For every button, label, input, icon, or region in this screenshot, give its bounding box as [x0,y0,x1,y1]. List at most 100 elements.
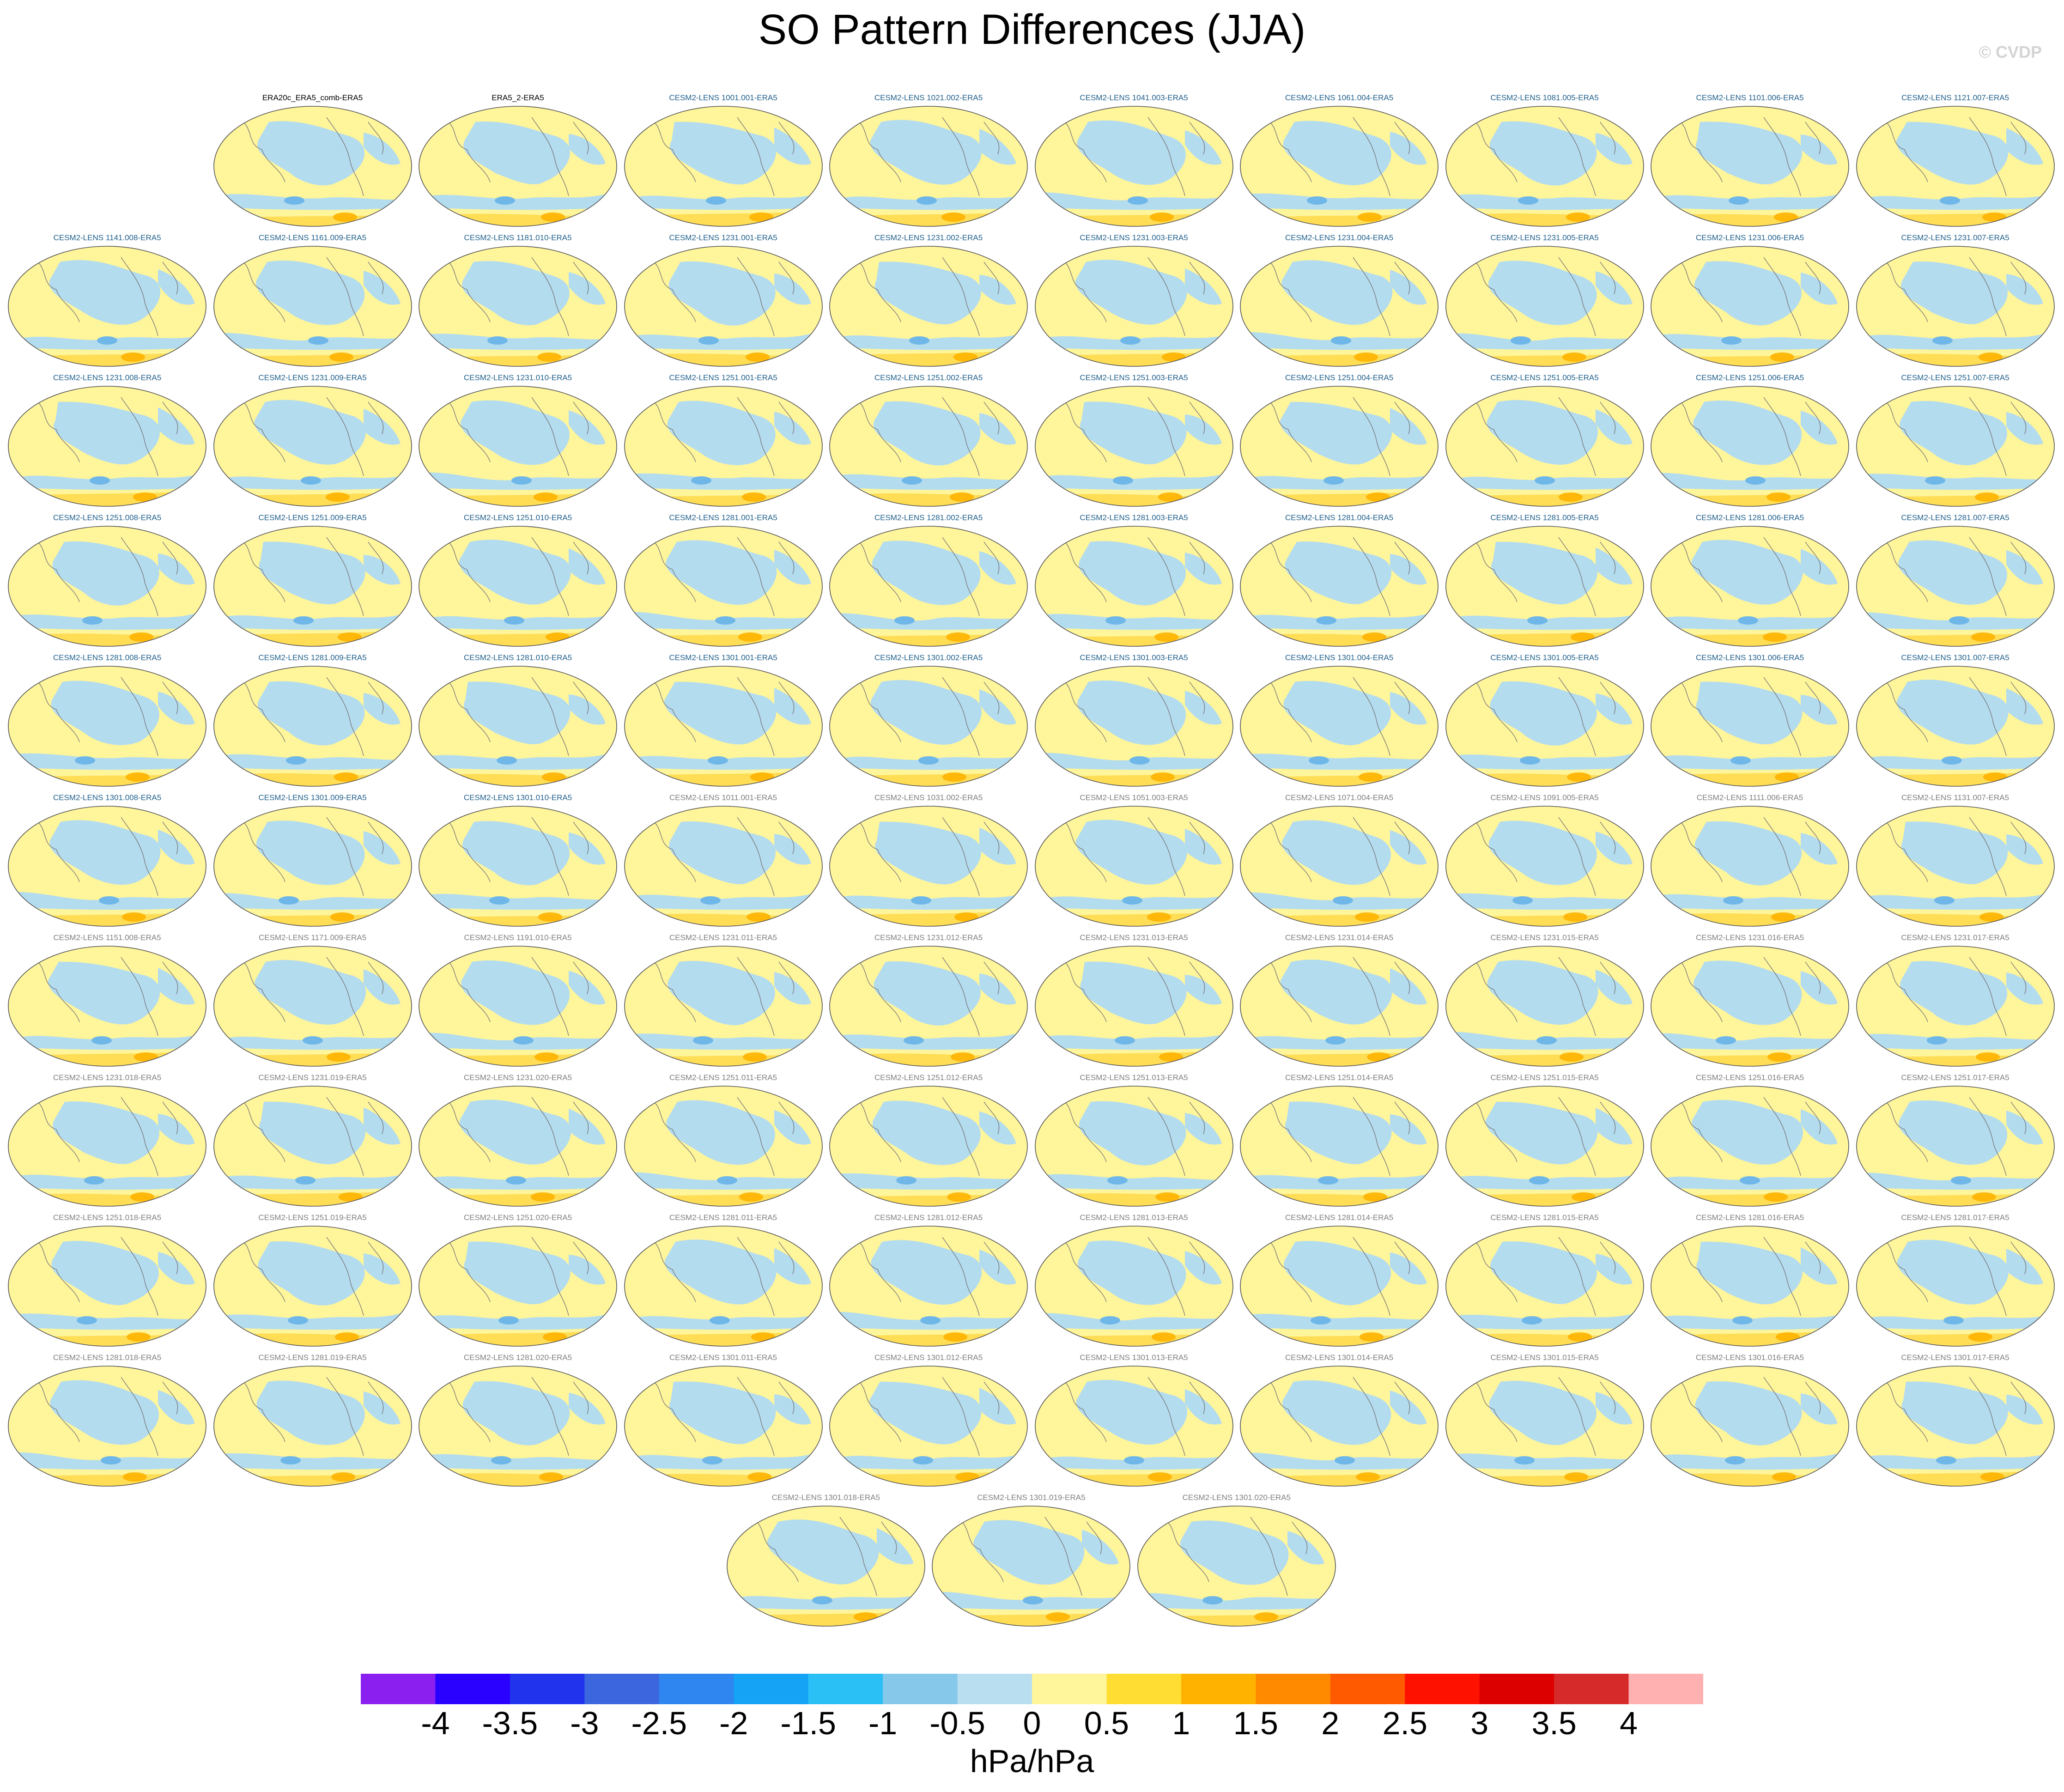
map-panel: CESM2-LENS 1001.001-ERA5 [622,93,825,232]
map-panel-title: CESM2-LENS 1251.019-ERA5 [258,1213,367,1222]
map-panel-title: CESM2-LENS 1281.008-ERA5 [53,653,162,662]
robinson-map [1445,246,1644,367]
colorbar-swatch [1256,1674,1331,1704]
map-panel-title: CESM2-LENS 1231.001-ERA5 [669,233,777,242]
map-panel: CESM2-LENS 1281.008-ERA5 [6,653,209,792]
robinson-map [1651,666,1849,787]
map-panel: CESM2-LENS 1231.001-ERA5 [622,233,825,372]
colorbar-tick-label: 2.5 [1382,1705,1427,1741]
map-panel-title: CESM2-LENS 1281.014-ERA5 [1285,1213,1394,1222]
robinson-map [829,246,1028,367]
robinson-map [1240,1086,1439,1207]
colorbar-swatch [435,1674,510,1704]
map-panel: CESM2-LENS 1101.006-ERA5 [1648,93,1852,232]
robinson-map [829,666,1028,787]
robinson-map [8,806,206,927]
map-panel-title: CESM2-LENS 1041.003-ERA5 [1080,93,1188,102]
robinson-map [419,666,617,787]
map-panel: CESM2-LENS 1301.020-ERA5 [1135,1493,1338,1632]
robinson-map [8,666,206,787]
robinson-map [1651,1226,1849,1347]
robinson-map [1240,526,1439,647]
map-panel-title: CESM2-LENS 1251.006-ERA5 [1695,373,1804,382]
robinson-map [1856,666,2055,787]
map-panel-title: CESM2-LENS 1301.004-ERA5 [1285,653,1394,662]
map-panel-title: CESM2-LENS 1251.011-ERA5 [669,1073,777,1082]
map-panel-title: CESM2-LENS 1281.010-ERA5 [463,653,572,662]
map-panel: CESM2-LENS 1251.013-ERA5 [1032,1073,1236,1212]
robinson-map [1445,1086,1644,1207]
robinson-map [8,1086,206,1207]
robinson-map [1856,386,2055,507]
map-panel-title: CESM2-LENS 1231.020-ERA5 [463,1073,572,1082]
map-panel-title: CESM2-LENS 1301.008-ERA5 [53,793,162,802]
robinson-map [1445,1226,1644,1347]
map-panel-title: CESM2-LENS 1231.015-ERA5 [1490,933,1599,942]
map-panel-title: CESM2-LENS 1021.002-ERA5 [874,93,983,102]
map-panel: CESM2-LENS 1231.010-ERA5 [416,373,619,512]
map-panel: CESM2-LENS 1301.003-ERA5 [1032,653,1236,792]
map-panel-title: CESM2-LENS 1251.013-ERA5 [1080,1073,1188,1082]
robinson-map [1034,1226,1233,1347]
colorbar-swatch [361,1674,436,1704]
colorbar [361,1674,1703,1704]
map-panel: CESM2-LENS 1231.007-ERA5 [1854,233,2057,372]
map-panel-title: CESM2-LENS 1011.001-ERA5 [669,793,777,802]
robinson-map [213,946,412,1067]
map-panel: CESM2-LENS 1281.014-ERA5 [1238,1213,1441,1352]
map-panel-title: CESM2-LENS 1281.002-ERA5 [874,513,983,522]
robinson-map [213,806,412,927]
robinson-map [1651,106,1849,227]
robinson-map [8,526,206,647]
robinson-map [213,1226,412,1347]
map-panel: CESM2-LENS 1151.008-ERA5 [6,933,209,1072]
map-panel: CESM2-LENS 1281.013-ERA5 [1032,1213,1236,1352]
robinson-map [624,806,823,927]
map-panel: CESM2-LENS 1231.011-ERA5 [622,933,825,1072]
map-panel: CESM2-LENS 1231.016-ERA5 [1648,933,1852,1072]
robinson-map [624,666,823,787]
map-panel: CESM2-LENS 1251.012-ERA5 [827,1073,1030,1212]
map-panel-title: CESM2-LENS 1061.004-ERA5 [1285,93,1394,102]
map-panel-title: CESM2-LENS 1281.016-ERA5 [1695,1213,1804,1222]
robinson-map [1034,526,1233,647]
map-panel: CESM2-LENS 1231.012-ERA5 [827,933,1030,1072]
map-panel: CESM2-LENS 1251.018-ERA5 [6,1213,209,1352]
robinson-map [624,386,823,507]
map-panel: CESM2-LENS 1301.009-ERA5 [211,793,414,932]
colorbar-swatch [734,1674,809,1704]
robinson-map [1445,1366,1644,1487]
map-panel: CESM2-LENS 1181.010-ERA5 [416,233,619,372]
robinson-map [1240,806,1439,927]
map-panel: CESM2-LENS 1031.002-ERA5 [827,793,1030,932]
map-panel-title: CESM2-LENS 1231.007-ERA5 [1901,233,2009,242]
robinson-map [1651,806,1849,927]
robinson-map [624,946,823,1067]
colorbar-tick-label: 2 [1321,1705,1340,1741]
map-panel: CESM2-LENS 1301.010-ERA5 [416,793,619,932]
page-title: SO Pattern Differences (JJA) [758,6,1306,53]
map-panel-title: CESM2-LENS 1251.002-ERA5 [874,373,983,382]
robinson-map [829,526,1028,647]
map-panel: CESM2-LENS 1071.004-ERA5 [1238,793,1441,932]
map-panel: CESM2-LENS 1281.016-ERA5 [1648,1213,1852,1352]
map-panel-title: CESM2-LENS 1281.013-ERA5 [1080,1213,1188,1222]
map-panel-title: CESM2-LENS 1111.006-ERA5 [1696,793,1803,802]
map-panel: CESM2-LENS 1251.004-ERA5 [1238,373,1441,512]
robinson-map [1034,666,1233,787]
map-panel-title: CESM2-LENS 1081.005-ERA5 [1490,93,1599,102]
map-panel: CESM2-LENS 1231.006-ERA5 [1648,233,1852,372]
map-panel-title: CESM2-LENS 1281.004-ERA5 [1285,513,1394,522]
map-panel: CESM2-LENS 1251.020-ERA5 [416,1213,619,1352]
map-panel-title: CESM2-LENS 1231.012-ERA5 [874,933,983,942]
robinson-map [1856,246,2055,367]
map-panel: CESM2-LENS 1281.020-ERA5 [416,1353,619,1492]
robinson-map [624,246,823,367]
map-panel-title: CESM2-LENS 1301.014-ERA5 [1285,1353,1394,1362]
colorbar-tick-label: 4 [1620,1705,1638,1741]
map-panel: CESM2-LENS 1281.004-ERA5 [1238,513,1441,652]
robinson-map [1240,1366,1439,1487]
robinson-map [1856,1226,2055,1347]
map-panel: CESM2-LENS 1011.001-ERA5 [622,793,825,932]
map-panel: CESM2-LENS 1281.006-ERA5 [1648,513,1852,652]
